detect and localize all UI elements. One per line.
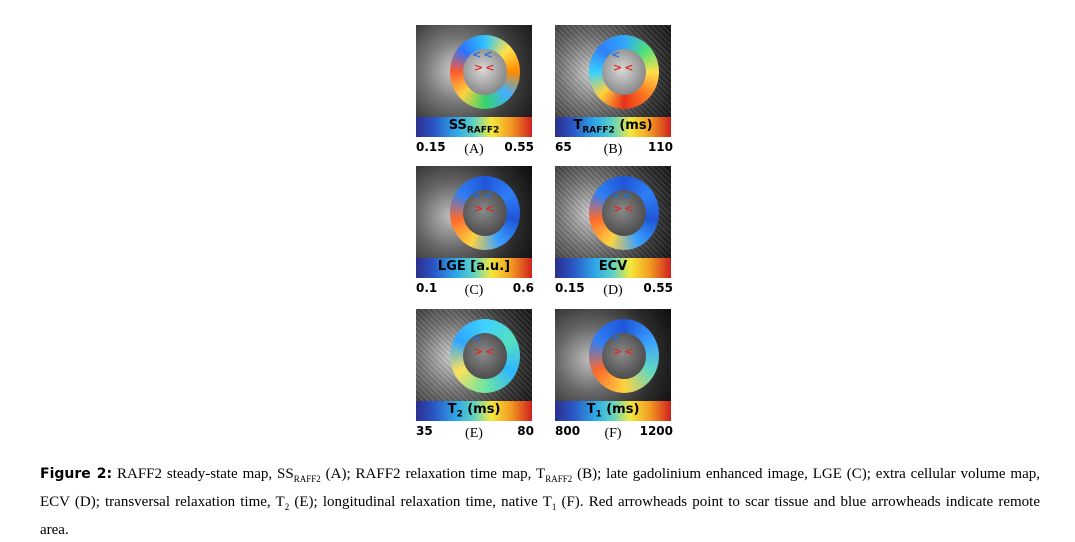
panel-letter: (E) <box>465 426 483 441</box>
blue-arrowheads: << <box>611 189 634 202</box>
panel-b: < >< TRAFF2 (ms) 65 110 (B) <box>555 25 673 171</box>
ss-raff2-map-image: << >< <box>416 25 532 117</box>
colorbar-max: 80 <box>517 424 534 438</box>
red-arrowheads: >< <box>474 61 497 74</box>
blue-arrowheads: < <box>472 332 484 345</box>
panel-letter: (F) <box>604 426 622 441</box>
colorbar-label: T1 (ms) <box>586 402 640 420</box>
blue-arrowheads: << <box>472 48 495 61</box>
colorbar: SSRAFF2 <box>416 117 532 137</box>
colorbar-min: 65 <box>555 140 572 154</box>
colorbar-min: 35 <box>416 424 433 438</box>
panel-letter: (B) <box>603 142 623 157</box>
t1-map-image: < >< <box>555 309 671 401</box>
panel-letter: (A) <box>464 142 484 157</box>
colorbar-max: 1200 <box>639 424 673 438</box>
colorbar-min: 800 <box>555 424 581 438</box>
panel-e: < >< T2 (ms) 35 80 (E) <box>416 309 534 455</box>
colorbar: LGE [a.u.] <box>416 258 532 278</box>
blue-arrowheads: << <box>472 189 495 202</box>
colorbar-max: 0.55 <box>643 281 673 295</box>
colorbar: TRAFF2 (ms) <box>555 117 671 137</box>
colorbar-min: 0.1 <box>416 281 438 295</box>
colorbar-min: 0.15 <box>416 140 446 154</box>
panel-f: < >< T1 (ms) 800 1200 (F) <box>555 309 673 455</box>
figure-label: Figure 2: <box>40 466 113 482</box>
panel-a: << >< SSRAFF2 0.15 0.55 (A) <box>416 25 534 171</box>
blue-arrowheads: < <box>611 332 623 345</box>
colorbar-label: SSRAFF2 <box>448 118 500 136</box>
ecv-map-image: << >< <box>555 166 671 258</box>
colorbar-min: 0.15 <box>555 281 585 295</box>
blue-arrowheads: < <box>611 48 623 61</box>
lge-image: << >< <box>416 166 532 258</box>
t2-map-image: < >< <box>416 309 532 401</box>
red-arrowheads: >< <box>613 61 636 74</box>
red-arrowheads: >< <box>474 345 497 358</box>
colorbar-max: 0.6 <box>512 281 534 295</box>
colorbar-label: ECV <box>598 259 628 274</box>
colorbar-label: T2 (ms) <box>447 402 501 420</box>
panel-letter: (C) <box>464 283 484 298</box>
colorbar: T2 (ms) <box>416 401 532 421</box>
colorbar-label: TRAFF2 (ms) <box>573 118 653 136</box>
colorbar-max: 110 <box>647 140 673 154</box>
colorbar-max: 0.55 <box>504 140 534 154</box>
colorbar: ECV <box>555 258 671 278</box>
red-arrowheads: >< <box>613 202 636 215</box>
red-arrowheads: >< <box>613 345 636 358</box>
panel-c: << >< LGE [a.u.] 0.1 0.6 (C) <box>416 166 534 312</box>
panel-letter: (D) <box>603 283 623 298</box>
colorbar: T1 (ms) <box>555 401 671 421</box>
panel-d: << >< ECV 0.15 0.55 (D) <box>555 166 673 312</box>
red-arrowheads: >< <box>474 202 497 215</box>
colorbar-label: LGE [a.u.] <box>437 259 511 274</box>
t-raff2-map-image: < >< <box>555 25 671 117</box>
figure-caption: Figure 2: RAFF2 steady-state map, SSRAFF… <box>40 466 1041 538</box>
